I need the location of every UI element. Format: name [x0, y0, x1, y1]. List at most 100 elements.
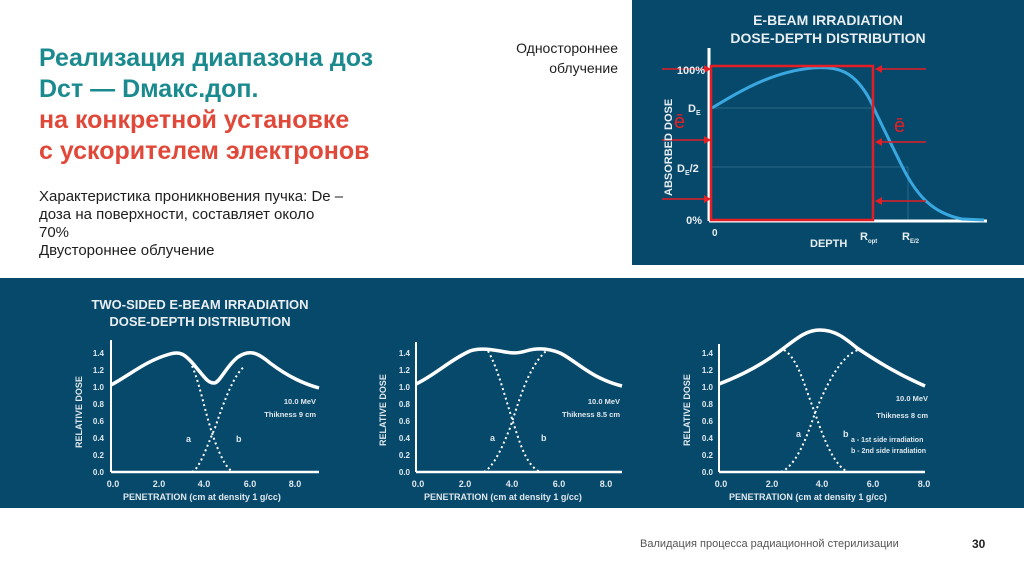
svg-text:1.0: 1.0 — [93, 383, 105, 392]
svg-text:0.6: 0.6 — [93, 417, 105, 426]
y-tick-de: DE — [688, 103, 701, 117]
title-line-1: Реализация диапазона доз — [39, 44, 374, 72]
svg-text:1.0: 1.0 — [702, 383, 714, 392]
svg-text:1.4: 1.4 — [702, 349, 714, 358]
desc-line-3: 70% — [39, 224, 70, 241]
chart-2-total-curve — [415, 347, 623, 388]
svg-text:0.8: 0.8 — [93, 400, 105, 409]
svg-text:6.0: 6.0 — [553, 479, 566, 489]
desc-line-4: Двустороннее облучение — [39, 242, 215, 259]
svg-text:8.0: 8.0 — [600, 479, 613, 489]
svg-text:b: b — [541, 433, 547, 443]
subtitle-line-1: на конкретной установке — [39, 106, 350, 134]
svg-text:2.0: 2.0 — [459, 479, 472, 489]
svg-text:0.0: 0.0 — [107, 479, 120, 489]
svg-text:Thikness 8 cm: Thikness 8 cm — [876, 411, 928, 420]
svg-text:RELATIVE DOSE: RELATIVE DOSE — [682, 374, 692, 446]
footer-text: Валидация процесса радиационной стерилиз… — [640, 538, 899, 550]
svg-text:b: b — [843, 429, 849, 439]
svg-text:1.2: 1.2 — [399, 366, 411, 375]
x-tick-ropt: Ropt — [860, 231, 877, 245]
top-chart-title-line-1: E-BEAM IRRADIATION — [753, 12, 903, 28]
svg-text:0.8: 0.8 — [399, 400, 411, 409]
svg-text:0.6: 0.6 — [702, 417, 714, 426]
two-sided-title: TWO-SIDED E-BEAM IRRADIATION DOSE-DEPTH … — [60, 296, 340, 330]
page-number: 30 — [972, 537, 986, 551]
svg-text:Thikness 9 cm: Thikness 9 cm — [264, 410, 316, 419]
svg-text:4.0: 4.0 — [506, 479, 519, 489]
svg-text:0.4: 0.4 — [702, 434, 714, 443]
svg-text:0.2: 0.2 — [399, 451, 411, 460]
svg-text:0.2: 0.2 — [702, 451, 714, 460]
svg-text:a - 1st side irradiation: a - 1st side irradiation — [851, 437, 923, 444]
chart-3-total-curve — [718, 328, 926, 388]
svg-text:Thikness 8.5 cm: Thikness 8.5 cm — [562, 410, 620, 419]
svg-text:1.0: 1.0 — [399, 383, 411, 392]
top-chart-svg: 100% DE DE/2 0% ē ē 0 DEPTH Ropt RE/2 AB… — [662, 48, 987, 250]
x-tick-re2: RE/2 — [902, 231, 920, 245]
svg-text:a: a — [490, 433, 496, 443]
svg-text:PENETRATION (cm at density 1: PENETRATION (cm at density 1 g/cc) — [123, 492, 281, 502]
electron-left-icon: ē — [674, 111, 685, 133]
chart-1: 0.0 0.2 0.4 0.6 0.8 1.0 1.2 1.4 0.0 2.0 … — [74, 340, 320, 502]
svg-text:6.0: 6.0 — [867, 479, 880, 489]
two-sided-title-line-1: TWO-SIDED E-BEAM IRRADIATION — [91, 297, 309, 312]
two-sided-title-line-2: DOSE-DEPTH DISTRIBUTION — [109, 314, 291, 329]
svg-text:0.0: 0.0 — [93, 468, 105, 477]
svg-text:a: a — [186, 434, 192, 444]
svg-text:RELATIVE DOSE: RELATIVE DOSE — [378, 374, 388, 446]
svg-text:2.0: 2.0 — [153, 479, 166, 489]
chart-1-total-curve — [110, 351, 320, 390]
description: Характеристика проникновения пучка: De –… — [39, 188, 343, 260]
two-sided-band: TWO-SIDED E-BEAM IRRADIATION DOSE-DEPTH … — [0, 278, 1024, 508]
x-label: DEPTH — [810, 238, 847, 250]
chart-3-a-curve — [783, 349, 849, 473]
svg-text:4.0: 4.0 — [816, 479, 829, 489]
one-sided-label: Одностороннее облучение — [470, 38, 618, 78]
top-chart-panel: E-BEAM IRRADIATION DOSE-DEPTH DISTRIBUTI… — [632, 0, 1024, 265]
svg-text:0.0: 0.0 — [715, 479, 728, 489]
svg-text:PENETRATION (cm at density 1: PENETRATION (cm at density 1 g/cc) — [424, 492, 582, 502]
two-sided-charts-svg: 0.0 0.2 0.4 0.6 0.8 1.0 1.2 1.4 0.0 2.0 … — [74, 328, 930, 502]
chart-2-b-curve — [483, 350, 547, 473]
svg-text:0.2: 0.2 — [93, 451, 105, 460]
svg-text:4.0: 4.0 — [198, 479, 211, 489]
svg-text:8.0: 8.0 — [289, 479, 302, 489]
svg-text:6.0: 6.0 — [244, 479, 257, 489]
chart-3: 0.0 0.2 0.4 0.6 0.8 1.0 1.2 1.4 0.0 2.0 … — [682, 328, 930, 502]
svg-text:1.2: 1.2 — [93, 366, 105, 375]
slide-title: Реализация диапазона доз Dст — Dмакс.доп… — [39, 43, 373, 105]
one-sided-label-line-2: облучение — [549, 60, 618, 76]
top-chart-title-line-2: DOSE-DEPTH DISTRIBUTION — [730, 30, 926, 46]
one-sided-label-line-1: Одностороннее — [516, 40, 618, 56]
irradiation-box — [709, 64, 875, 222]
chart-3-b-curve — [780, 349, 859, 473]
desc-line-1: Характеристика проникновения пучка: De – — [39, 188, 344, 205]
y-tick-de-half: DE/2 — [677, 163, 699, 177]
svg-text:10.0 MeV: 10.0 MeV — [896, 394, 928, 403]
svg-text:0.8: 0.8 — [702, 400, 714, 409]
title-line-2: Dст — Dмакс.доп. — [39, 75, 259, 103]
svg-text:0.0: 0.0 — [412, 479, 425, 489]
subtitle-line-2: с ускорителем электронов — [39, 137, 370, 165]
svg-text:0.6: 0.6 — [399, 417, 411, 426]
svg-text:0.4: 0.4 — [399, 434, 411, 443]
svg-text:0.4: 0.4 — [93, 434, 105, 443]
svg-text:1.2: 1.2 — [702, 366, 714, 375]
svg-text:0.0: 0.0 — [399, 468, 411, 477]
chart-2: 0.0 0.2 0.4 0.6 0.8 1.0 1.2 1.4 0.0 2.0 … — [378, 342, 623, 502]
svg-text:RELATIVE DOSE: RELATIVE DOSE — [74, 376, 84, 448]
svg-text:b - 2nd side irradiation: b - 2nd side irradiation — [851, 448, 926, 455]
desc-line-2: доза на поверхности, составляет около — [39, 206, 315, 223]
svg-text:10.0 MeV: 10.0 MeV — [588, 397, 620, 406]
y-tick-0: 0% — [686, 215, 702, 227]
chart-1-a-curve — [191, 365, 235, 473]
chart-2-a-curve — [487, 350, 541, 473]
chart-1-b-curve — [191, 365, 246, 473]
x-tick-0: 0 — [712, 228, 718, 239]
svg-text:a: a — [796, 429, 802, 439]
svg-text:1.4: 1.4 — [93, 349, 105, 358]
svg-text:PENETRATION (cm at density 1: PENETRATION (cm at density 1 g/cc) — [729, 492, 887, 502]
svg-text:2.0: 2.0 — [766, 479, 779, 489]
y-label: ABSORBED DOSE — [663, 99, 675, 196]
